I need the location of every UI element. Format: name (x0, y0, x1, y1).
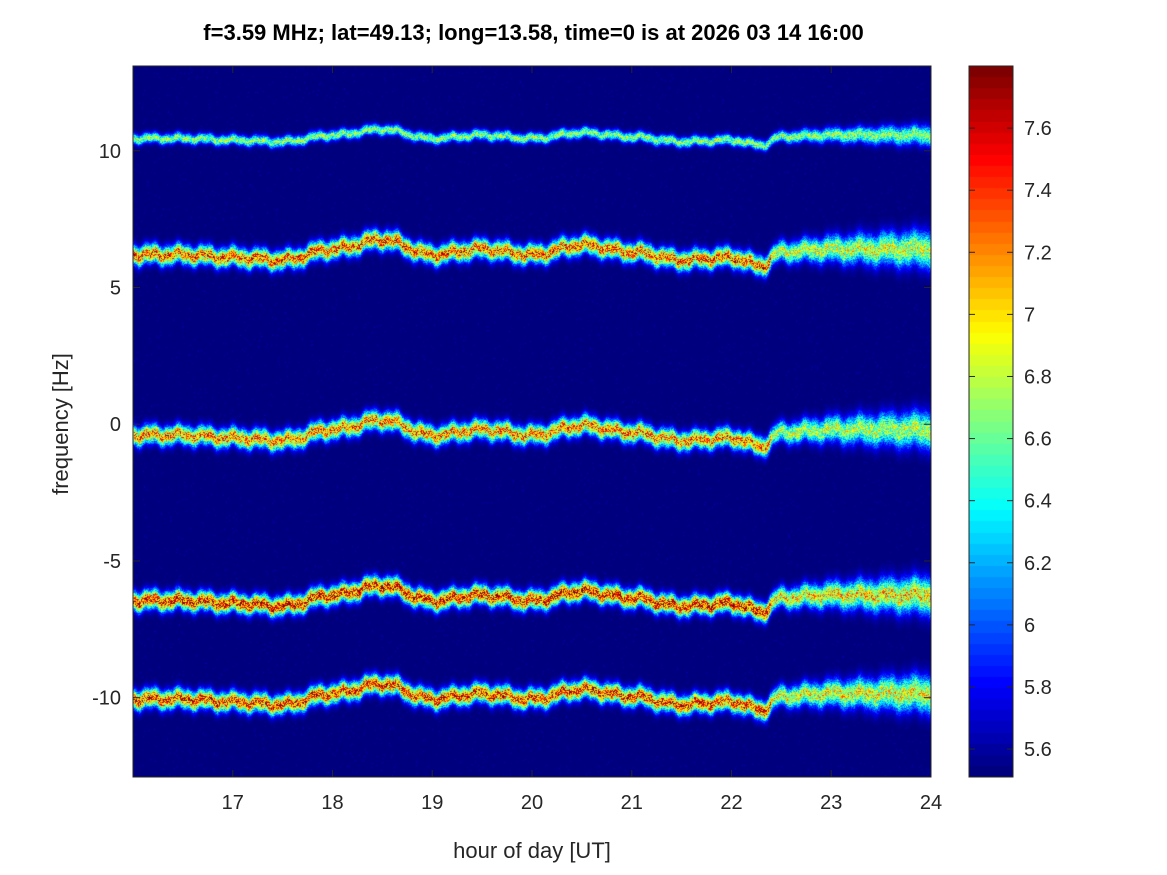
y-tick-label: 10 (99, 141, 121, 163)
colorbar-tick-label: 7.6 (1024, 118, 1052, 140)
y-tick-label: 0 (110, 414, 121, 436)
colorbar-tick-label: 6 (1024, 615, 1035, 637)
y-tick-label: -10 (92, 688, 121, 710)
colorbar-tick-label: 5.8 (1024, 677, 1052, 699)
y-tick-label: 5 (110, 278, 121, 300)
plot-frame (132, 65, 932, 778)
colorbar-tick-label: 7 (1024, 304, 1035, 326)
colorbar-tick-label: 7.4 (1024, 180, 1052, 202)
x-tick-label: 22 (720, 792, 742, 814)
colorbar-tick-label: 5.6 (1024, 739, 1052, 761)
colorbar-tick-label: 7.2 (1024, 242, 1052, 264)
y-axis-label: frequency [Hz] (48, 353, 73, 495)
colorbar-tick-label: 6.8 (1024, 366, 1052, 388)
chart-title-text: f=3.59 MHz; lat=49.13; long=13.58, time=… (203, 20, 864, 45)
y-tick-label: -5 (103, 551, 121, 573)
colorbar-tick-label: 6.6 (1024, 429, 1052, 451)
colorbar (969, 66, 1013, 777)
x-axis-label: hour of day [UT] (453, 838, 611, 863)
x-tick-label: 23 (820, 792, 842, 814)
x-tick-label: 17 (222, 792, 244, 814)
colorbar-tick-label: 6.4 (1024, 491, 1052, 513)
colorbar-tick-label: 6.2 (1024, 553, 1052, 575)
x-tick-label: 21 (621, 792, 643, 814)
colorbar-frame (968, 65, 1014, 778)
chart-title: f=3.59 MHz; lat=49.13; long=13.58, time=… (0, 20, 1167, 46)
x-tick-label: 19 (421, 792, 443, 814)
x-tick-label: 18 (321, 792, 343, 814)
x-tick-label: 24 (920, 792, 942, 814)
x-tick-label: 20 (521, 792, 543, 814)
spectrogram-heatmap (133, 66, 931, 777)
